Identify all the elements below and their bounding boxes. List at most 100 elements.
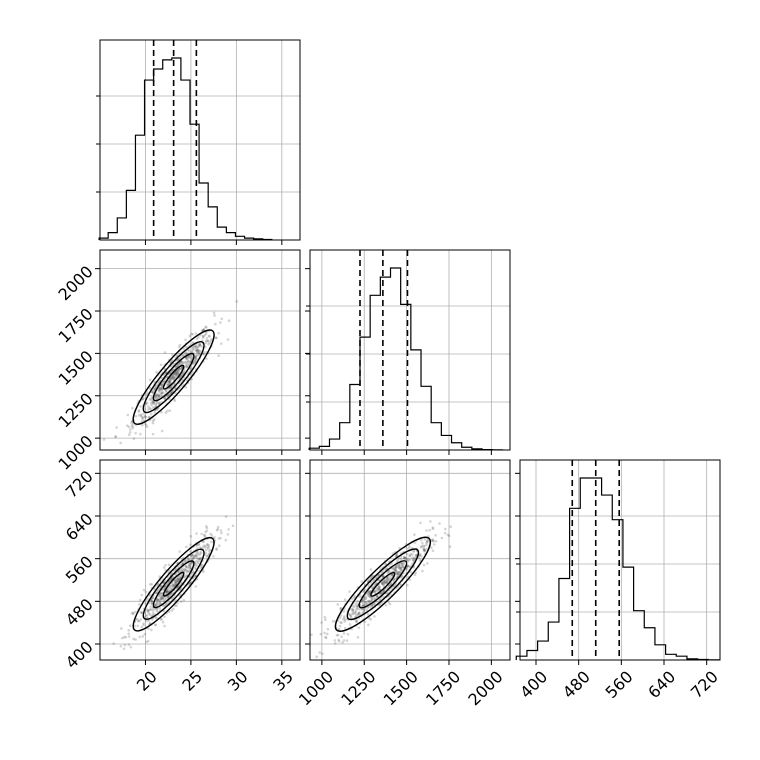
- sample-point: [150, 599, 153, 603]
- sample-point: [180, 384, 184, 388]
- sample-point: [391, 566, 395, 570]
- sample-point: [194, 356, 197, 359]
- sample-point: [420, 555, 423, 558]
- sample-point: [165, 383, 169, 386]
- sample-point: [422, 544, 425, 548]
- sample-point: [203, 544, 207, 548]
- sample-point: [377, 585, 381, 589]
- sample-point: [206, 339, 210, 343]
- sample-point: [189, 534, 193, 538]
- sample-point: [199, 552, 202, 555]
- sample-point: [138, 635, 142, 639]
- sample-point: [167, 393, 170, 397]
- sample-point: [210, 534, 214, 537]
- sample-point: [197, 557, 200, 561]
- sample-point: [134, 415, 138, 418]
- sample-point: [160, 388, 164, 391]
- contour-1sigma: [358, 560, 408, 609]
- sample-point: [132, 437, 136, 440]
- sample-point: [183, 369, 186, 373]
- sample-point: [171, 374, 174, 378]
- sample-point: [188, 566, 192, 569]
- sample-point: [160, 384, 164, 388]
- sample-point: [386, 576, 390, 580]
- sample-point: [224, 515, 228, 518]
- sample-point: [217, 354, 220, 357]
- sample-point: [224, 538, 228, 542]
- sample-point: [208, 341, 211, 345]
- sample-point: [112, 642, 115, 645]
- sample-point: [377, 588, 381, 592]
- sample-point: [139, 611, 143, 615]
- sample-point: [156, 393, 159, 397]
- sample-point: [168, 379, 172, 383]
- sample-point: [164, 372, 167, 375]
- sample-point: [146, 391, 149, 395]
- sample-point: [197, 344, 200, 348]
- sample-point: [411, 553, 414, 556]
- sample-point: [127, 643, 131, 646]
- sample-point: [353, 610, 356, 614]
- sample-point: [168, 587, 172, 590]
- sample-point: [423, 538, 427, 541]
- sample-point: [400, 562, 404, 566]
- x-tick-label: 1250: [337, 667, 379, 709]
- sample-point: [188, 564, 191, 568]
- sample-point: [188, 360, 192, 364]
- sample-point: [173, 377, 176, 380]
- sample-point: [154, 623, 157, 626]
- sample-point: [172, 377, 176, 381]
- sample-point: [191, 348, 195, 352]
- sample-point: [205, 554, 209, 558]
- sample-point: [147, 627, 150, 631]
- sample-point: [385, 581, 388, 584]
- sample-point: [151, 596, 155, 599]
- sample-point: [187, 362, 191, 366]
- sample-point: [335, 633, 339, 637]
- sample-point: [163, 604, 166, 608]
- sample-point: [170, 572, 173, 575]
- sample-point: [363, 588, 367, 591]
- sample-point: [360, 607, 363, 611]
- sample-point: [400, 565, 404, 569]
- sample-point: [318, 651, 322, 654]
- sample-point: [166, 595, 170, 599]
- sample-point: [197, 349, 201, 352]
- sample-point: [370, 575, 374, 578]
- sample-point: [187, 355, 191, 358]
- sample-point: [179, 600, 183, 603]
- sample-point: [198, 342, 201, 345]
- sample-point: [381, 583, 384, 586]
- sample-point: [170, 577, 173, 581]
- histogram-1: [308, 267, 503, 451]
- sample-point: [175, 372, 178, 376]
- sample-point: [154, 603, 158, 607]
- sample-point: [385, 579, 388, 583]
- sample-point: [195, 349, 199, 352]
- sample-point: [205, 529, 209, 532]
- sample-point: [355, 619, 358, 622]
- sample-point: [202, 328, 206, 331]
- sample-point: [385, 578, 389, 582]
- sample-point: [152, 390, 155, 394]
- sample-point: [315, 655, 318, 659]
- x-tick-label: 720: [687, 667, 722, 702]
- sample-point: [420, 545, 424, 548]
- sample-point: [191, 347, 195, 350]
- sample-point: [209, 548, 212, 552]
- sample-point: [167, 383, 170, 387]
- sample-point: [180, 573, 184, 577]
- sample-point: [210, 337, 213, 341]
- sample-point: [220, 531, 223, 535]
- sample-point: [148, 415, 151, 419]
- sample-point: [149, 608, 152, 611]
- sample-point: [382, 589, 386, 593]
- sample-point: [363, 600, 367, 604]
- sample-point: [405, 567, 408, 571]
- sample-point: [213, 536, 216, 539]
- sample-point: [430, 538, 434, 542]
- sample-point: [422, 548, 426, 551]
- sample-point: [145, 401, 149, 404]
- sample-point: [139, 405, 142, 408]
- sample-point: [168, 409, 172, 412]
